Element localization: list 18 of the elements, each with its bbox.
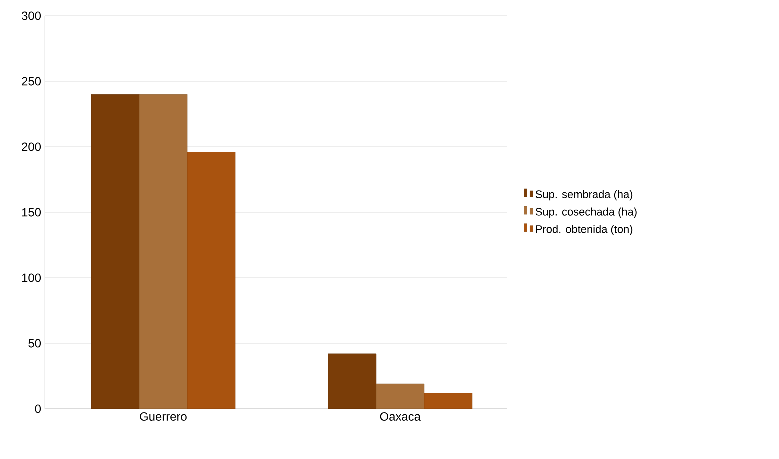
x-tick-label: Guerrero	[140, 412, 187, 421]
x-tick-label: Oaxaca	[380, 412, 421, 421]
bar	[187, 152, 236, 409]
bar	[328, 354, 377, 409]
bar	[91, 94, 140, 409]
y-tick-label: 300	[22, 12, 42, 20]
y-tick-label: 150	[22, 208, 42, 217]
bar	[424, 393, 473, 409]
y-tick-label: 100	[22, 274, 42, 282]
y-tick-label: 0	[35, 404, 42, 414]
legend-label: Prod. obtenida (ton)	[536, 225, 633, 236]
bar	[376, 384, 425, 409]
legend-label: Sup. sembrada (ha)	[536, 190, 633, 201]
bar	[139, 94, 188, 409]
y-tick-label: 250	[22, 77, 42, 86]
y-tick-label: 50	[28, 339, 42, 348]
y-tick-label: 200	[22, 142, 42, 152]
legend-label: Sup. cosechada (ha)	[536, 208, 637, 218]
